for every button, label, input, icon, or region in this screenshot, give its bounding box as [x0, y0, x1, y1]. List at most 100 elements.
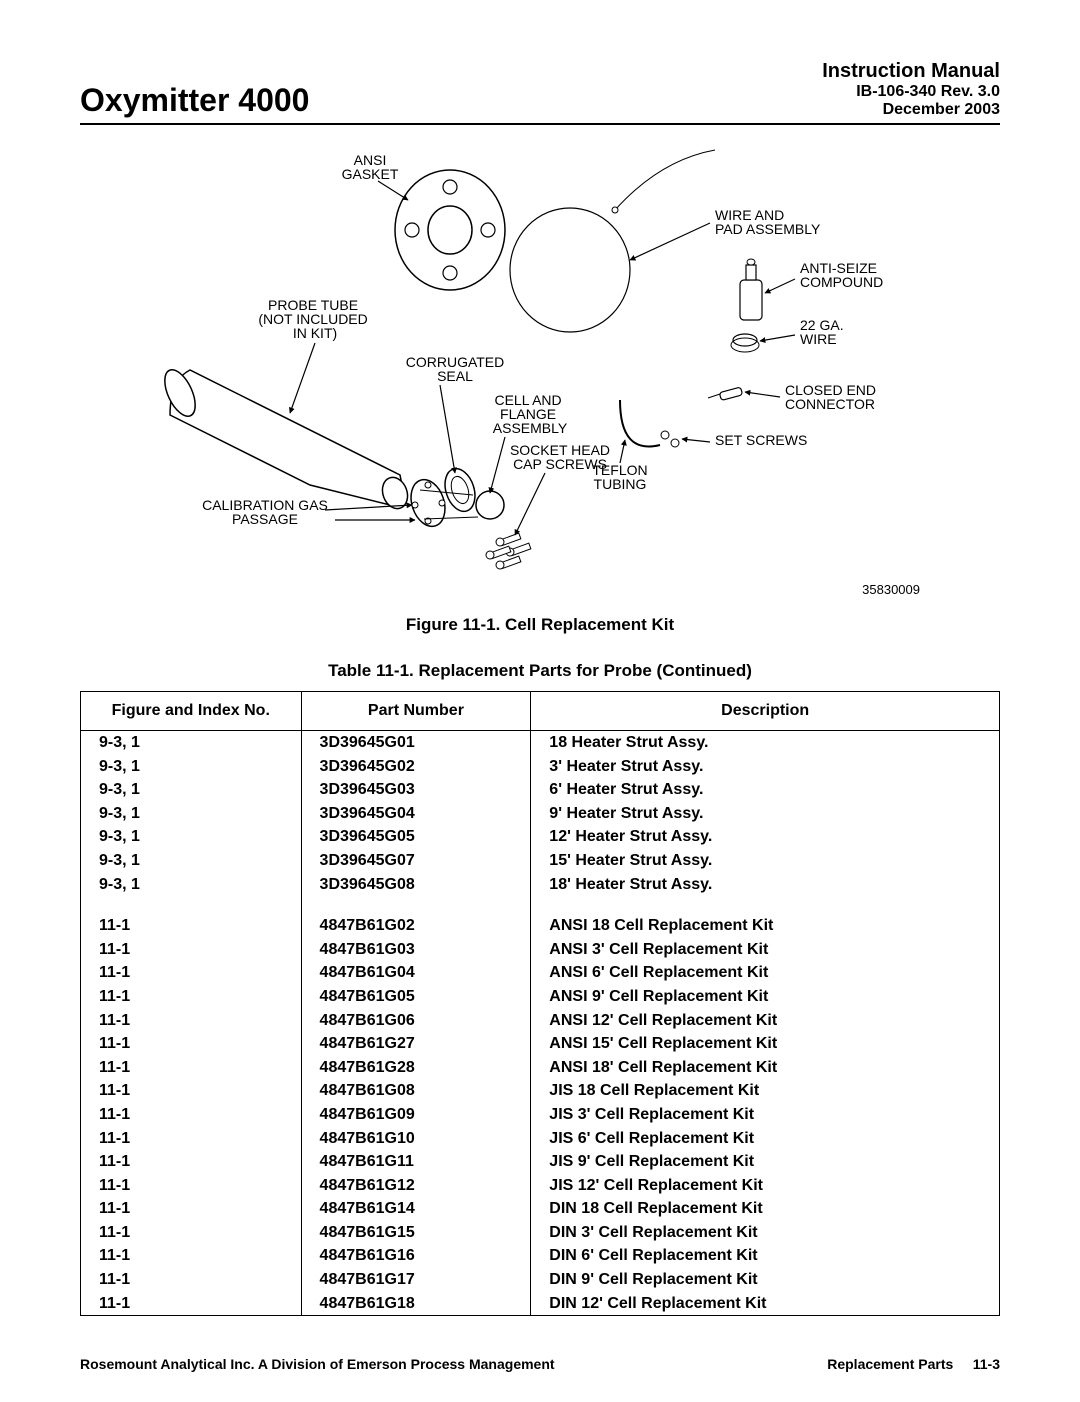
table-cell: 9-3, 1 — [81, 778, 302, 802]
table-caption: Table 11-1. Replacement Parts for Probe … — [80, 661, 1000, 681]
table-cell: 3' Heater Strut Assy. — [531, 755, 1000, 779]
table-cell: 3D39645G01 — [301, 731, 531, 755]
doc-date: December 2003 — [822, 101, 1000, 119]
table-row: 11-14847B61G10JIS 6' Cell Replacement Ki… — [81, 1127, 1000, 1151]
table-header-row: Figure and Index No. Part Number Descrip… — [81, 692, 1000, 731]
table-cell: 11-1 — [81, 1174, 302, 1198]
table-row: 11-14847B61G08JIS 18 Cell Replacement Ki… — [81, 1079, 1000, 1103]
table-row: 9-3, 13D39645G036' Heater Strut Assy. — [81, 778, 1000, 802]
table-cell: 4847B61G11 — [301, 1150, 531, 1174]
table-cell: 4847B61G03 — [301, 938, 531, 962]
table-cell: 4847B61G04 — [301, 961, 531, 985]
anti-seize-shape — [740, 259, 762, 320]
teflon-tubing-shape — [620, 400, 660, 447]
table-row: 9-3, 13D39645G0715' Heater Strut Assy. — [81, 849, 1000, 873]
wire-pad-shape — [510, 150, 715, 332]
table-row: 11-14847B61G04ANSI 6' Cell Replacement K… — [81, 961, 1000, 985]
table-cell: 18 Heater Strut Assy. — [531, 731, 1000, 755]
table-cell: 4847B61G28 — [301, 1056, 531, 1080]
page-footer: Rosemount Analytical Inc. A Division of … — [80, 1356, 1000, 1372]
anti-seize-label: ANTI-SEIZECOMPOUND — [800, 260, 883, 290]
table-cell: ANSI 15' Cell Replacement Kit — [531, 1032, 1000, 1056]
table-row: 9-3, 13D39645G0818' Heater Strut Assy. — [81, 873, 1000, 897]
table-cell: 9-3, 1 — [81, 849, 302, 873]
table-cell: 11-1 — [81, 1009, 302, 1033]
wire-pad-label: WIRE ANDPAD ASSEMBLY — [715, 207, 821, 237]
figure-caption: Figure 11-1. Cell Replacement Kit — [80, 615, 1000, 635]
table-cell: 4847B61G14 — [301, 1197, 531, 1221]
table-row: 11-14847B61G15DIN 3' Cell Replacement Ki… — [81, 1221, 1000, 1245]
set-screws-label: SET SCREWS — [715, 432, 807, 448]
table-cell: 11-1 — [81, 985, 302, 1009]
doc-id: IB-106-340 Rev. 3.0 — [822, 83, 1000, 101]
table-spacer — [81, 896, 1000, 914]
table-cell: DIN 18 Cell Replacement Kit — [531, 1197, 1000, 1221]
table-cell: 4847B61G17 — [301, 1268, 531, 1292]
table-row: 11-14847B61G02ANSI 18 Cell Replacement K… — [81, 914, 1000, 938]
table-cell: 3D39645G04 — [301, 802, 531, 826]
parts-table: Figure and Index No. Part Number Descrip… — [80, 691, 1000, 1316]
table-cell: DIN 9' Cell Replacement Kit — [531, 1268, 1000, 1292]
table-row: 9-3, 13D39645G049' Heater Strut Assy. — [81, 802, 1000, 826]
table-cell: 11-1 — [81, 938, 302, 962]
table-cell: 4847B61G08 — [301, 1079, 531, 1103]
table-cell: JIS 18 Cell Replacement Kit — [531, 1079, 1000, 1103]
table-cell: 11-1 — [81, 1056, 302, 1080]
table-cell: 11-1 — [81, 1032, 302, 1056]
table-row: 11-14847B61G03ANSI 3' Cell Replacement K… — [81, 938, 1000, 962]
closed-end-label: CLOSED ENDCONNECTOR — [785, 382, 876, 412]
table-cell: 4847B61G09 — [301, 1103, 531, 1127]
table-cell: 4847B61G27 — [301, 1032, 531, 1056]
table-cell: 4847B61G06 — [301, 1009, 531, 1033]
table-cell: 3D39645G07 — [301, 849, 531, 873]
table-row: 11-14847B61G18DIN 12' Cell Replacement K… — [81, 1292, 1000, 1316]
table-cell: 11-1 — [81, 1079, 302, 1103]
table-cell: ANSI 18' Cell Replacement Kit — [531, 1056, 1000, 1080]
table-cell: 9-3, 1 — [81, 755, 302, 779]
table-cell: 4847B61G10 — [301, 1127, 531, 1151]
table-row: 11-14847B61G11JIS 9' Cell Replacement Ki… — [81, 1150, 1000, 1174]
table-cell: 9-3, 1 — [81, 825, 302, 849]
table-row: 11-14847B61G28ANSI 18' Cell Replacement … — [81, 1056, 1000, 1080]
manual-title: Instruction Manual — [822, 60, 1000, 83]
table-row: 11-14847B61G27ANSI 15' Cell Replacement … — [81, 1032, 1000, 1056]
table-cell: 15' Heater Strut Assy. — [531, 849, 1000, 873]
table-cell: 11-1 — [81, 1268, 302, 1292]
table-cell: 3D39645G02 — [301, 755, 531, 779]
table-row: 11-14847B61G17DIN 9' Cell Replacement Ki… — [81, 1268, 1000, 1292]
table-cell: 11-1 — [81, 1103, 302, 1127]
col-header-part: Part Number — [301, 692, 531, 731]
col-header-desc: Description — [531, 692, 1000, 731]
table-cell: 11-1 — [81, 1221, 302, 1245]
table-cell: 11-1 — [81, 914, 302, 938]
table-row: 11-14847B61G12JIS 12' Cell Replacement K… — [81, 1174, 1000, 1198]
table-row: 9-3, 13D39645G0118 Heater Strut Assy. — [81, 731, 1000, 755]
footer-section: Replacement Parts — [827, 1356, 953, 1372]
probe-tube-label: PROBE TUBE (NOT INCLUDED IN KIT) — [258, 297, 371, 341]
table-cell: 4847B61G15 — [301, 1221, 531, 1245]
cell-flange-label: CELL AND FLANGE ASSEMBLY — [493, 392, 568, 436]
wire-22ga-label: 22 GA.WIRE — [800, 317, 844, 347]
diagram-id: 35830009 — [80, 582, 1000, 597]
table-cell: 11-1 — [81, 1292, 302, 1316]
socket-head-shape — [486, 533, 531, 569]
table-row: 11-14847B61G05ANSI 9' Cell Replacement K… — [81, 985, 1000, 1009]
table-cell: ANSI 3' Cell Replacement Kit — [531, 938, 1000, 962]
table-cell: 9' Heater Strut Assy. — [531, 802, 1000, 826]
footer-page: Replacement Parts 11-3 — [827, 1356, 1000, 1372]
socket-head-label: SOCKET HEADCAP SCREWS — [510, 442, 610, 472]
table-cell: 4847B61G05 — [301, 985, 531, 1009]
table-cell: JIS 9' Cell Replacement Kit — [531, 1150, 1000, 1174]
corrugated-seal-label: CORRUGATEDSEAL — [406, 354, 505, 384]
page-header: Oxymitter 4000 Instruction Manual IB-106… — [80, 60, 1000, 125]
set-screws-shape — [661, 431, 679, 447]
ansi-gasket-shape — [395, 170, 505, 290]
wire-22ga-shape — [731, 334, 759, 352]
table-cell: 3D39645G08 — [301, 873, 531, 897]
product-title: Oxymitter 4000 — [80, 82, 309, 119]
table-row: 9-3, 13D39645G0512' Heater Strut Assy. — [81, 825, 1000, 849]
table-cell: DIN 12' Cell Replacement Kit — [531, 1292, 1000, 1316]
table-cell: DIN 6' Cell Replacement Kit — [531, 1244, 1000, 1268]
calibration-gas-label: CALIBRATION GASPASSAGE — [202, 497, 328, 527]
probe-tube-shape — [160, 365, 412, 512]
